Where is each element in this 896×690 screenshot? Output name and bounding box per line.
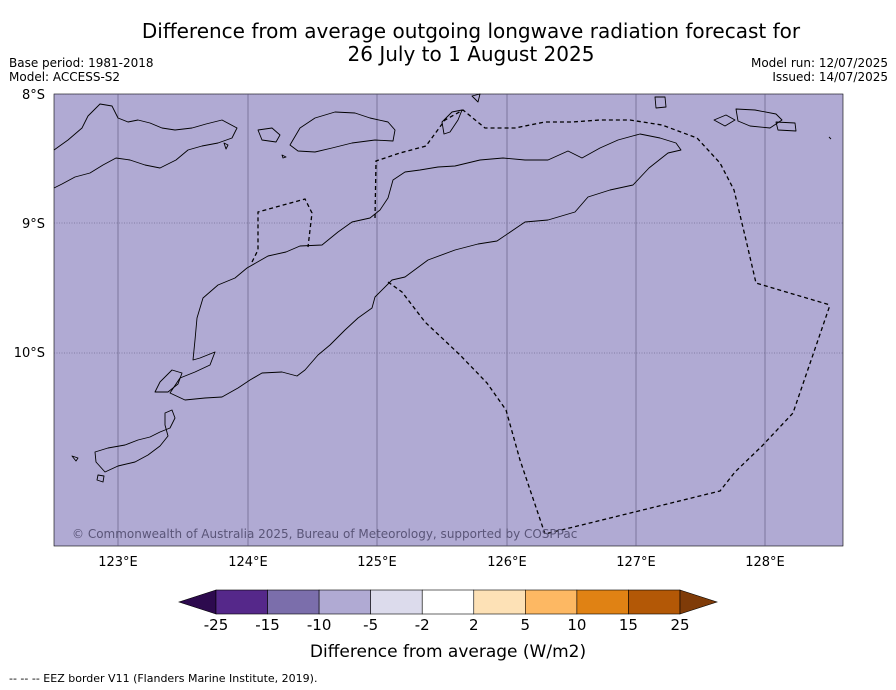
colorbar-segment [473,589,526,615]
colorbar-extend-low [178,589,217,615]
colorbar-tick-label: 25 [670,616,689,634]
coastline-islet-3 [471,93,481,103]
colorbar-tick-label: -5 [363,616,378,634]
coastline-islet-4 [654,96,667,109]
colorbar-tick-label: 5 [521,616,531,634]
gridlines [54,93,843,546]
copyright-text: © Commonwealth of Australia 2025, Bureau… [72,527,577,541]
meta-left: Base period: 1981-2018 Model: ACCESS-S2 [9,56,154,84]
coastline-babar [713,114,736,127]
colorbar-ticks: -25 -15 -10 -5 -2 2 5 10 15 25 [204,616,690,634]
title-line-2: 26 July to 1 August 2025 [347,42,595,66]
colorbar-segment [628,589,681,615]
lat-label-9s: 9°S [22,217,45,232]
lon-label-124e: 124°E [228,555,268,570]
model-text: Model: ACCESS-S2 [9,70,121,84]
lon-label-123e: 123°E [98,555,138,570]
map-title: Difference from average outgoing longwav… [0,20,896,66]
title-line-1: Difference from average outgoing longwav… [141,19,801,43]
colorbar [178,589,718,615]
coastline-island-east-2 [775,121,797,132]
coastline-flores [53,103,238,189]
colorbar-segment [370,589,423,615]
coastline-islet-6 [223,142,229,150]
colorbar-tick-label: -15 [255,616,280,634]
coastline-islet-5 [828,136,832,140]
coastline-wetar [441,109,463,135]
coastline-island-east-1 [735,108,783,129]
colorbar-tick-label: 15 [619,616,638,634]
eez-border-north-timor [374,109,831,306]
coastline-alor [289,111,396,153]
lat-label-10s: 10°S [14,346,45,361]
issued-text: Issued: 14/07/2025 [772,70,888,84]
lat-label-8s: 8°S [22,88,45,103]
coastline-pantar [257,127,281,143]
coastline-sawu [94,409,176,473]
coastline-timor [169,133,682,401]
colorbar-extend-high [679,589,718,615]
colorbar-label: Difference from average (W/m2) [310,642,586,662]
coastline-islet-2 [71,455,79,462]
coastline-islet-1 [96,474,105,483]
lon-label-125e: 125°E [357,555,397,570]
colorbar-segment [267,589,320,615]
colorbar-tick-label: 10 [567,616,586,634]
colorbar-tick-label: 2 [469,616,479,634]
eez-border-south-timor [387,281,831,535]
colorbar-segment [576,589,629,615]
coastlines [53,93,832,483]
lon-label-127e: 127°E [616,555,656,570]
model-run-text: Model run: 12/07/2025 [750,56,888,70]
eez-footnote: -- -- -- EEZ border V11 (Flanders Marine… [9,672,318,685]
eez-border-oecusse [251,198,313,263]
colorbar-tick-label: -25 [204,616,229,634]
map-area [53,93,844,547]
lon-label-126e: 126°E [487,555,527,570]
colorbar-segment [318,589,371,615]
lon-label-128e: 128°E [745,555,785,570]
base-period-text: Base period: 1981-2018 [9,56,154,70]
meta-right: Model run: 12/07/2025 Issued: 14/07/2025 [751,56,888,84]
eez-borders [251,109,831,535]
colorbar-segment [525,589,578,615]
colorbar-tick-label: -2 [415,616,430,634]
colorbar-segment [215,589,268,615]
coastline-islet-7 [281,154,287,159]
coastline-rote [154,369,183,393]
colorbar-tick-label: -10 [307,616,332,634]
colorbar-segment [421,589,475,615]
